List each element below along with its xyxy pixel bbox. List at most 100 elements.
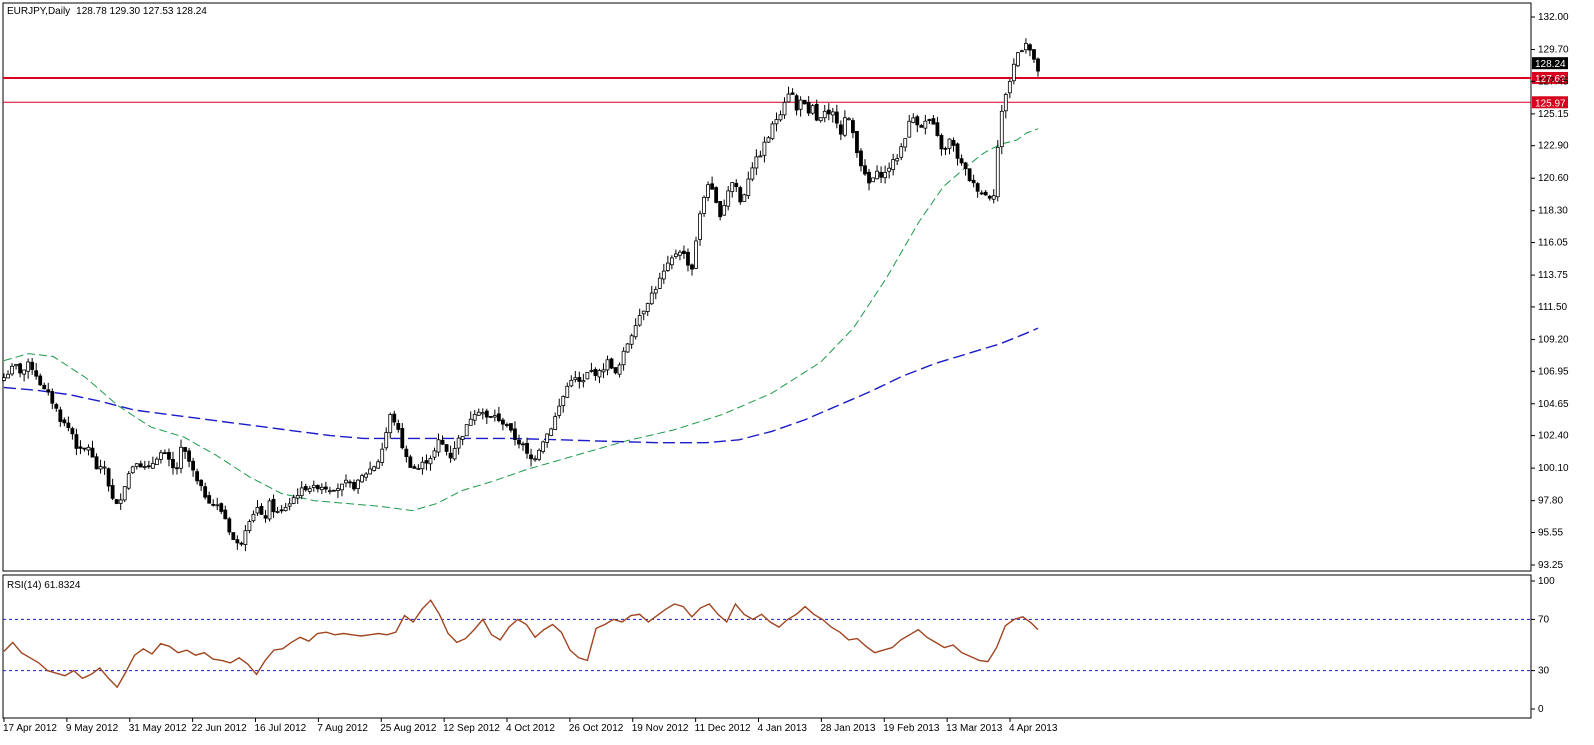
candle-body bbox=[939, 135, 944, 150]
candle-body bbox=[271, 498, 276, 513]
candle-body bbox=[875, 170, 879, 180]
candle-body bbox=[311, 484, 316, 488]
candle-body bbox=[82, 447, 87, 450]
time-tick-label: 31 May 2012 bbox=[129, 723, 187, 734]
candle-body bbox=[629, 335, 634, 345]
candle-body bbox=[649, 292, 654, 305]
candle-body bbox=[74, 434, 79, 449]
candle-body bbox=[533, 458, 537, 461]
candle-body bbox=[879, 171, 883, 178]
candle-body bbox=[585, 371, 590, 380]
candle-body bbox=[130, 466, 135, 474]
candle-body bbox=[223, 509, 228, 520]
candle-body bbox=[114, 499, 119, 504]
candle-body bbox=[432, 450, 437, 458]
candle-body bbox=[975, 183, 980, 192]
rsi-tick-label: 0 bbox=[1538, 704, 1544, 715]
current-price-tag bbox=[1532, 57, 1568, 70]
candle-body bbox=[955, 143, 960, 159]
candle-body bbox=[1032, 49, 1036, 60]
candle-body bbox=[951, 139, 956, 146]
candle-body bbox=[243, 530, 248, 545]
candle-body bbox=[58, 409, 63, 422]
candle-body bbox=[686, 251, 690, 266]
candle-body bbox=[621, 350, 626, 366]
candle-body bbox=[360, 475, 364, 483]
candle-body bbox=[480, 412, 485, 415]
candle-body bbox=[98, 466, 103, 470]
candle-body bbox=[448, 452, 453, 459]
candle-body bbox=[408, 456, 413, 468]
candle-body bbox=[802, 99, 807, 105]
candle-body bbox=[738, 187, 743, 203]
time-tick-label: 9 May 2012 bbox=[66, 723, 119, 734]
candle-body bbox=[665, 262, 670, 271]
candle-body bbox=[653, 289, 658, 294]
time-axis: 17 Apr 2012 9 May 2012 31 May 2012 22 Jun 2… bbox=[3, 718, 1058, 734]
candle-body bbox=[392, 413, 397, 423]
candle-body bbox=[154, 458, 159, 466]
candle-body bbox=[368, 468, 373, 475]
candle-body bbox=[90, 447, 95, 458]
candle-body bbox=[231, 532, 236, 540]
candle-body bbox=[251, 513, 256, 522]
candle-body bbox=[766, 137, 771, 143]
candle-body bbox=[14, 364, 18, 367]
candle-body bbox=[911, 117, 916, 123]
candle-body bbox=[830, 111, 835, 116]
candle-body bbox=[315, 485, 320, 490]
candle-body bbox=[255, 507, 260, 514]
candle-body bbox=[428, 458, 433, 465]
candle-body bbox=[995, 146, 1000, 198]
candle-body bbox=[899, 146, 904, 158]
candle-body bbox=[871, 177, 875, 183]
candle-body bbox=[400, 428, 405, 449]
candle-body bbox=[1015, 52, 1020, 67]
candle-body bbox=[323, 486, 328, 490]
rsi-tick-label: 100 bbox=[1538, 576, 1555, 587]
candle-body bbox=[215, 504, 220, 507]
price-tick-label: 120.60 bbox=[1538, 173, 1569, 184]
candle-body bbox=[1028, 44, 1032, 51]
candle-body bbox=[605, 359, 610, 371]
time-tick-label: 7 Aug 2012 bbox=[317, 723, 368, 734]
candle-body bbox=[500, 419, 505, 425]
time-tick-label: 4 Oct 2012 bbox=[506, 723, 555, 734]
time-tick-label: 16 Jul 2012 bbox=[255, 723, 307, 734]
candle-body bbox=[496, 413, 501, 422]
current-price-label: 128.24 bbox=[1535, 59, 1566, 70]
candle-body bbox=[521, 443, 525, 446]
candle-body bbox=[750, 167, 755, 180]
candle-body bbox=[207, 495, 212, 504]
candle-body bbox=[702, 196, 706, 214]
ma-slow-line bbox=[3, 327, 1039, 444]
candle-body bbox=[122, 486, 127, 501]
candle-body bbox=[235, 539, 240, 544]
candle-body bbox=[247, 521, 252, 531]
candle-body bbox=[126, 473, 131, 489]
candle-body bbox=[142, 466, 147, 468]
candle-body bbox=[927, 119, 932, 121]
candle-body bbox=[396, 423, 401, 430]
candle-body bbox=[967, 168, 972, 182]
rsi-path bbox=[3, 599, 1039, 689]
candle-body bbox=[484, 410, 489, 418]
time-tick-label: 11 Dec 2012 bbox=[695, 723, 751, 734]
candle-body bbox=[822, 110, 827, 119]
candle-body bbox=[999, 110, 1004, 148]
candle-body bbox=[492, 415, 497, 418]
candle-body bbox=[332, 489, 336, 492]
time-tick-label: 17 Apr 2012 bbox=[3, 723, 57, 734]
candle-body bbox=[597, 370, 602, 378]
candle-body bbox=[150, 463, 155, 469]
candle-body bbox=[356, 479, 360, 489]
price-tick-label: 109.20 bbox=[1538, 334, 1569, 345]
candle-body bbox=[505, 424, 509, 426]
candle-body bbox=[645, 303, 650, 312]
candle-body bbox=[299, 487, 304, 497]
candle-body bbox=[529, 454, 533, 460]
price-tick-label: 129.70 bbox=[1538, 45, 1569, 56]
candlestick-series bbox=[2, 38, 1040, 552]
candle-body bbox=[637, 315, 642, 326]
candle-body bbox=[690, 264, 694, 270]
